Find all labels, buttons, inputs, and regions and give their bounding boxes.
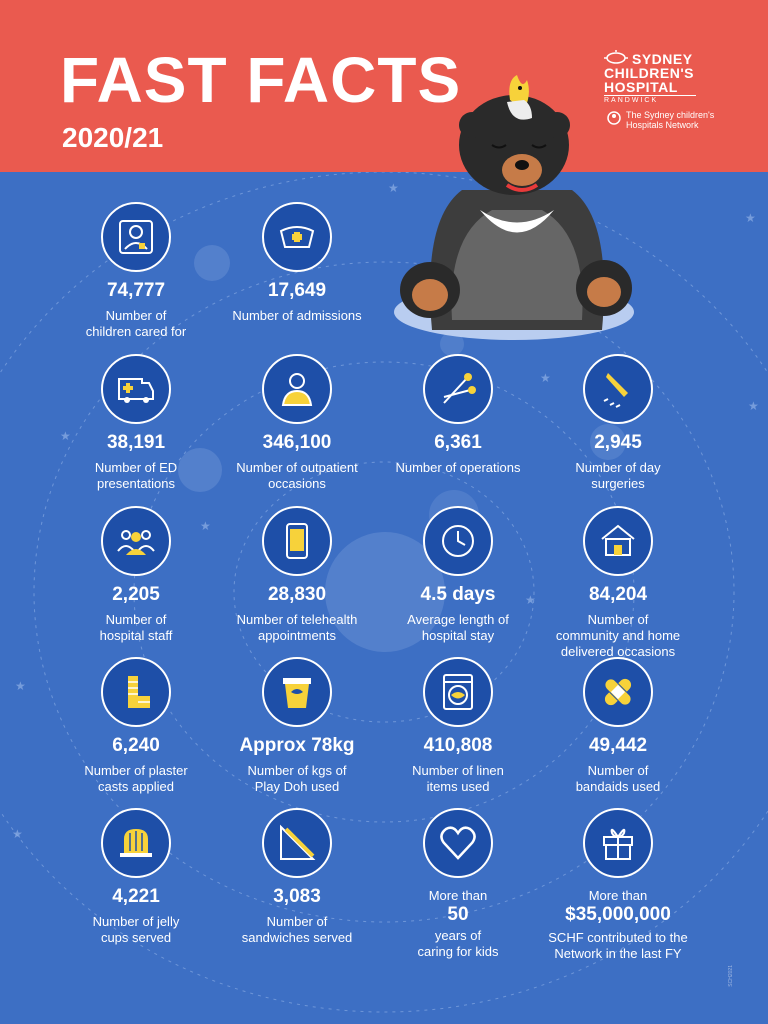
stat-value: 4,221 bbox=[112, 886, 160, 907]
stat-label: Number of linen items used bbox=[412, 763, 504, 794]
stat-prefix: More than bbox=[428, 888, 488, 903]
stat-label: Average length of hospital stay bbox=[407, 612, 509, 643]
stat-value: 74,777 bbox=[106, 280, 166, 301]
page-title: FAST FACTS bbox=[60, 44, 462, 116]
tablet-icon bbox=[262, 506, 332, 576]
stat-label: Number of jelly cups served bbox=[92, 914, 180, 945]
network-line-2: Hospitals Network bbox=[626, 120, 699, 130]
gift-icon bbox=[583, 808, 653, 878]
surgical-scissors-icon bbox=[423, 354, 493, 424]
stat-label: Number of day surgeries bbox=[575, 460, 661, 491]
hospital-logo[interactable]: SYDNEY CHILDREN'S HOSPITAL RANDWICK The … bbox=[604, 52, 734, 130]
bandaid-icon bbox=[583, 657, 653, 727]
bear-mascot-illustration bbox=[394, 75, 634, 340]
plaster-cast-icon bbox=[101, 657, 171, 727]
stat-value: 38,191 bbox=[106, 432, 166, 453]
network-logo: The Sydney children's Hospitals Network bbox=[604, 110, 734, 130]
stat-label: Number of community and home delivered occ… bbox=[555, 612, 681, 659]
stat-value: 2,945 bbox=[594, 432, 642, 453]
scalpel-icon bbox=[583, 354, 653, 424]
nurse-cap-icon bbox=[262, 202, 332, 272]
stat-label: Number of sandwiches served bbox=[241, 914, 353, 945]
svg-text:★: ★ bbox=[388, 181, 399, 195]
stat-label: Number of operations bbox=[395, 460, 521, 475]
sun-logo-icon bbox=[604, 50, 628, 64]
stat-label: Number of hospital staff bbox=[99, 612, 173, 643]
stat-prefix: More than bbox=[588, 888, 648, 903]
stat-label: Number of plaster casts applied bbox=[84, 763, 188, 794]
stat-value: 3,083 bbox=[273, 886, 321, 907]
clock-icon bbox=[423, 506, 493, 576]
svg-text:★: ★ bbox=[525, 593, 536, 607]
logo-subtitle: RANDWICK bbox=[604, 95, 696, 104]
svg-text:★: ★ bbox=[12, 827, 23, 841]
background-decoration: ★ ★ ★ ★ ★ ★ ★ ★ ★ bbox=[0, 172, 768, 1013]
network-line-1: The Sydney children's bbox=[626, 110, 715, 120]
stat-label: years of caring for kids bbox=[417, 928, 499, 959]
svg-text:★: ★ bbox=[748, 399, 759, 413]
washing-machine-icon bbox=[423, 657, 493, 727]
svg-text:★: ★ bbox=[15, 679, 26, 693]
header-banner: FAST FACTS 2020/21 SYDNEY CHILDREN'S HOS… bbox=[0, 0, 768, 172]
house-icon bbox=[583, 506, 653, 576]
stat-label: Number of admissions bbox=[232, 308, 362, 323]
svg-text:★: ★ bbox=[200, 519, 211, 533]
ambulance-icon bbox=[101, 354, 171, 424]
stat-value: 6,240 bbox=[112, 735, 160, 756]
staff-group-icon bbox=[101, 506, 171, 576]
stat-label: Number of telehealth appointments bbox=[236, 612, 358, 643]
stat-value: 17,649 bbox=[267, 280, 327, 301]
stat-label: Number of outpatient occasions bbox=[236, 460, 358, 491]
stat-value: 4.5 days bbox=[420, 584, 496, 605]
svg-text:★: ★ bbox=[60, 429, 71, 443]
stat-label: SCHF contributed to the Network in the la… bbox=[548, 930, 688, 961]
stat-value: 49,442 bbox=[588, 735, 648, 756]
stat-value: 28,830 bbox=[267, 584, 327, 605]
logo-line-2: CHILDREN'S bbox=[604, 65, 694, 81]
stat-label: Number of ED presentations bbox=[94, 460, 178, 491]
heart-icon bbox=[423, 808, 493, 878]
stat-value: 410,808 bbox=[423, 735, 493, 756]
play-doh-tub-icon bbox=[262, 657, 332, 727]
svg-text:★: ★ bbox=[540, 371, 551, 385]
stat-label: Number of children cared for bbox=[85, 308, 187, 339]
network-mark-icon bbox=[607, 111, 621, 125]
stat-value: $35,000,000 bbox=[565, 904, 671, 925]
stat-value: 84,204 bbox=[588, 584, 648, 605]
svg-text:★: ★ bbox=[745, 211, 756, 225]
footer-code: SCH2021 bbox=[728, 965, 734, 987]
stat-label: Number of bandaids used bbox=[575, 763, 661, 794]
logo-line-1: SYDNEY bbox=[632, 51, 693, 67]
sandwich-icon bbox=[262, 808, 332, 878]
child-person-icon bbox=[101, 202, 171, 272]
stat-value: Approx 78kg bbox=[239, 735, 355, 756]
page-year: 2020/21 bbox=[62, 122, 164, 153]
stat-value: 6,361 bbox=[434, 432, 482, 453]
logo-line-3: HOSPITAL bbox=[604, 79, 678, 95]
stat-label: Number of kgs of Play Doh used bbox=[247, 763, 347, 794]
stat-value: 2,205 bbox=[112, 584, 160, 605]
outpatient-person-icon bbox=[262, 354, 332, 424]
stat-value: 346,100 bbox=[262, 432, 332, 453]
stat-value: 50 bbox=[447, 904, 469, 925]
jelly-cup-icon bbox=[101, 808, 171, 878]
